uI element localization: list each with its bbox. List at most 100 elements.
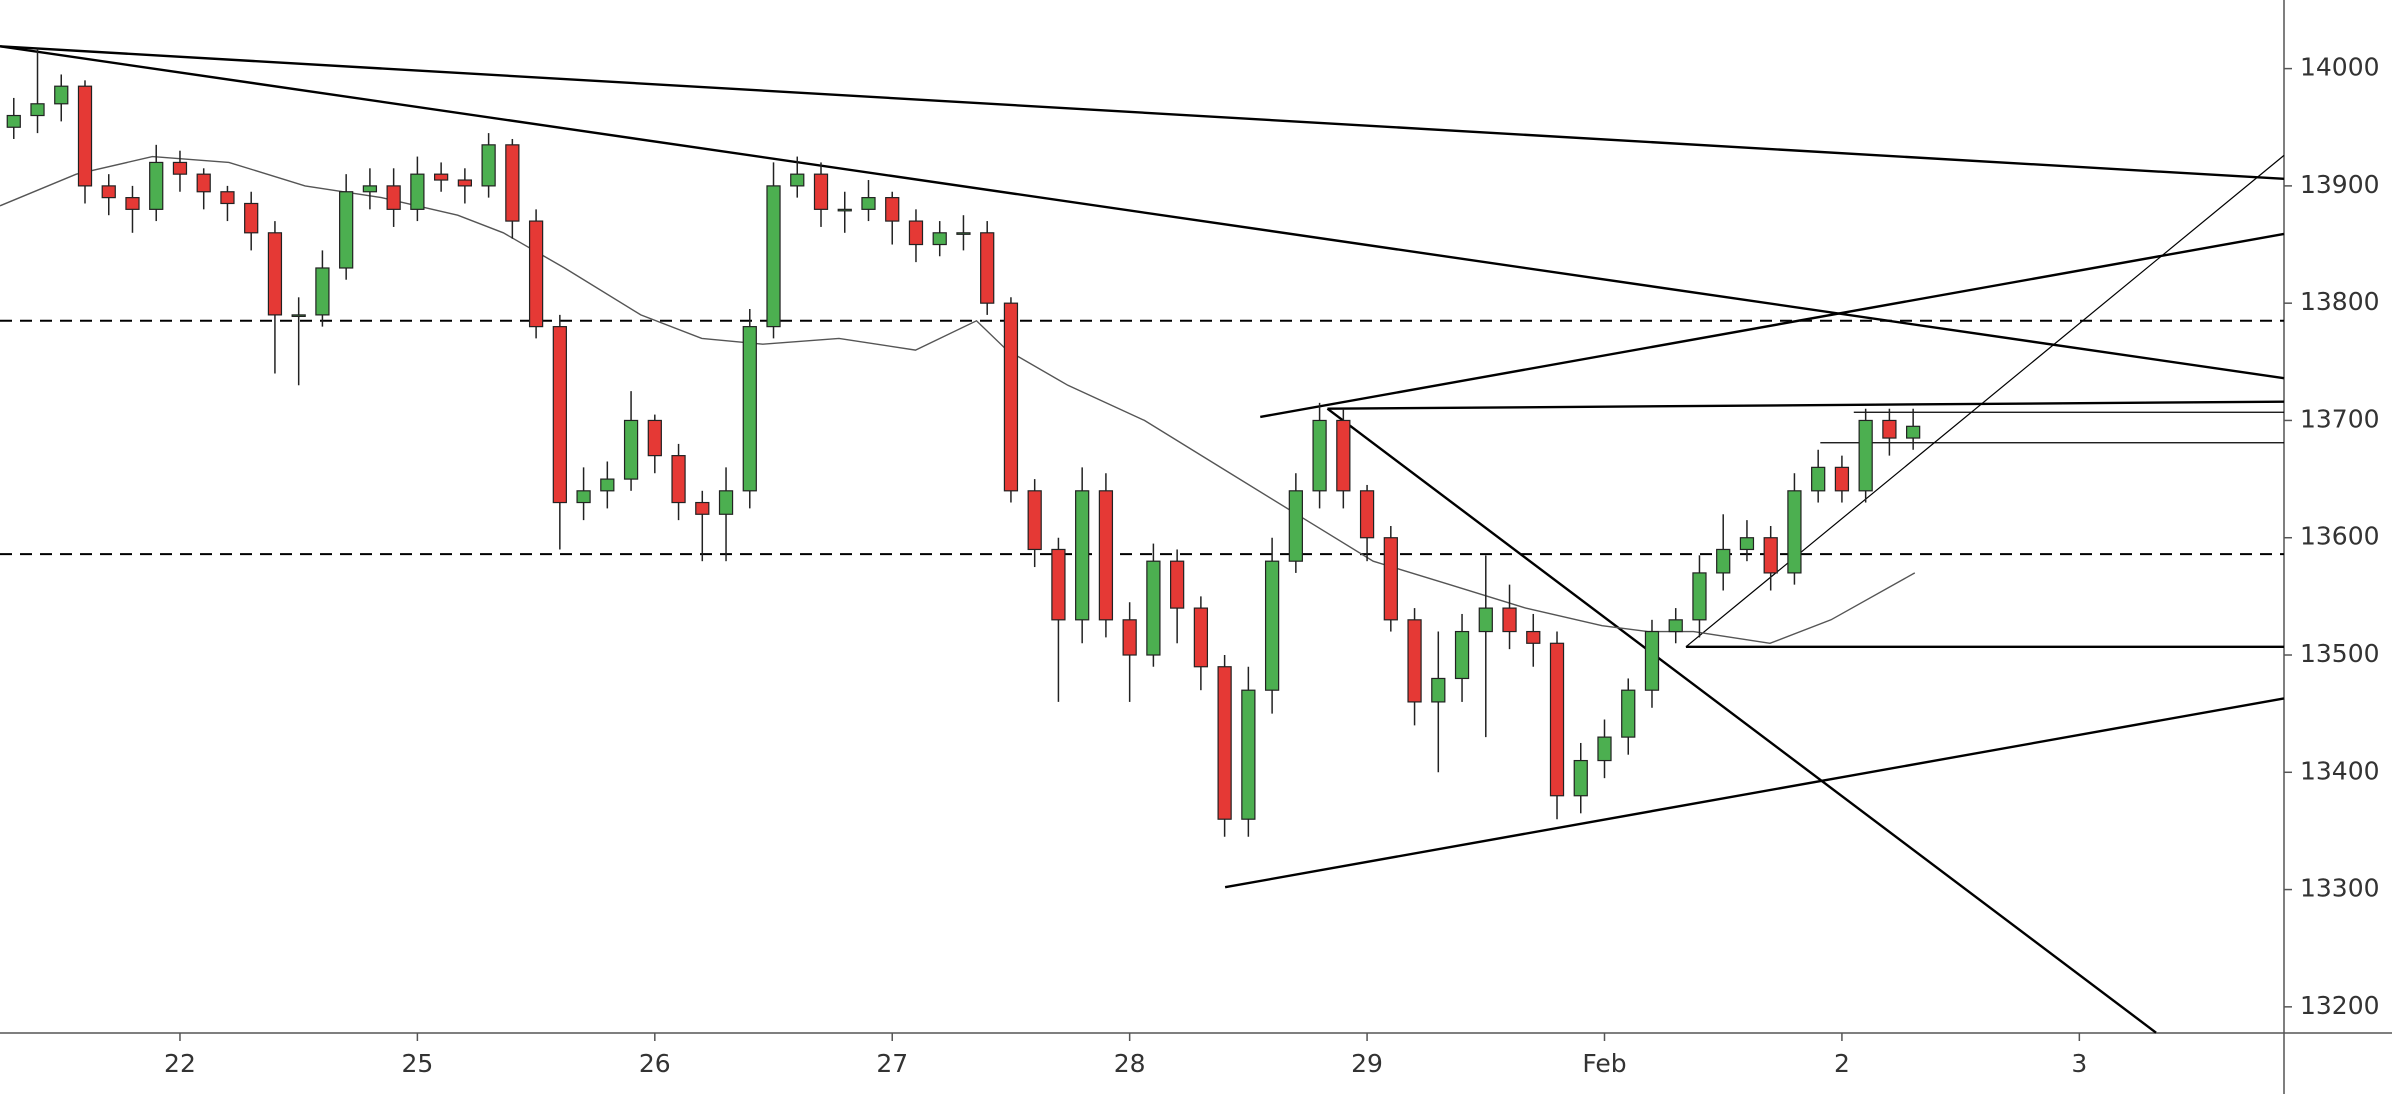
candle-body [1906, 425, 1921, 439]
candle-body [576, 490, 591, 504]
candle-body [77, 85, 93, 187]
candle-body [457, 179, 473, 187]
candle-body [1098, 490, 1114, 621]
candle-body [1431, 677, 1446, 703]
candle-body [861, 197, 876, 210]
candle-body [1336, 419, 1351, 492]
moving-average [0, 155, 1916, 645]
candle-body [980, 232, 995, 304]
candle-body [718, 490, 734, 515]
candle-body [1359, 490, 1375, 539]
trend-line [1260, 232, 2285, 419]
x-tick-label: 27 [876, 1049, 908, 1078]
candle-body [362, 185, 378, 193]
y-tick-label: 13800 [2300, 287, 2380, 316]
candle-body [481, 144, 496, 187]
y-tick-label: 13600 [2300, 522, 2380, 551]
candle-body [1549, 642, 1565, 797]
candle-body [1621, 689, 1636, 738]
candle-body [1573, 759, 1588, 797]
candle-body [1170, 560, 1185, 609]
x-tick-label: 29 [1351, 1049, 1383, 1078]
candle-body [1526, 630, 1541, 644]
candle-body [647, 419, 662, 457]
candle-body [1241, 689, 1256, 820]
candle-body [1003, 302, 1019, 492]
trend-line [1685, 154, 2285, 648]
y-tick-label: 13900 [2300, 170, 2380, 199]
x-tick-label: 25 [401, 1049, 433, 1078]
candle-body [291, 314, 306, 317]
candle-body [1739, 537, 1755, 551]
candle-body [1692, 572, 1707, 621]
candle-body [1502, 607, 1517, 633]
candle-body [1858, 419, 1873, 492]
trend-line [0, 45, 2285, 181]
candle-body [1288, 490, 1303, 562]
candle-body [1122, 619, 1137, 656]
candle-body [600, 478, 615, 492]
trend-line [0, 45, 2285, 380]
candle-body [434, 173, 449, 181]
candle-body [386, 185, 401, 210]
y-tick-label: 14000 [2300, 53, 2380, 82]
candle-body [1383, 537, 1398, 621]
candle-body [1834, 466, 1850, 492]
candle-body [1478, 607, 1493, 633]
candle-body [623, 419, 639, 480]
candle-body [1787, 490, 1802, 574]
trend-line [1327, 400, 2285, 410]
candle-body [1217, 666, 1232, 820]
candle-body [6, 114, 21, 128]
candle-body [1454, 630, 1470, 680]
candle-body [149, 161, 164, 210]
candle-body [30, 103, 45, 117]
candle-body [956, 232, 971, 235]
candle-body [885, 197, 900, 222]
candle-body [505, 144, 520, 222]
candle-body [339, 191, 354, 269]
candle-body [552, 326, 567, 504]
x-tick-label: 28 [1114, 1049, 1146, 1078]
candle-body [1075, 490, 1090, 621]
candle-body [1312, 419, 1327, 492]
candle-body [1146, 560, 1161, 656]
candle-body [766, 185, 781, 328]
y-tick-label: 13300 [2300, 874, 2380, 903]
candle-body [1668, 619, 1683, 633]
candle-body [932, 232, 947, 246]
y-tick-label: 13200 [2300, 991, 2380, 1020]
trend-line [1326, 407, 2157, 1034]
x-tick-label: 2 [1834, 1049, 1850, 1078]
candle-body [172, 161, 188, 175]
candle-body [1763, 537, 1778, 574]
candle-body [1882, 419, 1897, 439]
candle-body [790, 173, 805, 187]
y-tick-label: 13500 [2300, 639, 2380, 668]
trend-line [1224, 697, 2285, 889]
candle-body [267, 232, 283, 316]
plot-area [0, 45, 2285, 1034]
candle-body [1027, 490, 1042, 551]
candle-body [1407, 619, 1422, 703]
candle-body [220, 191, 235, 205]
candle-body [671, 455, 686, 504]
candle-body [1716, 548, 1731, 574]
candle-body [908, 220, 924, 246]
candle-body [813, 173, 829, 210]
candle-body [1264, 560, 1280, 691]
axes: 13200 13300 13400 13500 13600 13700 13800 13900… [164, 53, 2379, 1078]
candle-body [196, 173, 211, 193]
candle-body [125, 197, 140, 210]
candle-body [528, 220, 544, 328]
x-tick-label: 22 [164, 1049, 196, 1078]
candle-body [1597, 736, 1612, 762]
candle-body [837, 208, 852, 212]
x-tick-label: 3 [2071, 1049, 2087, 1078]
x-tick-label: Feb [1582, 1049, 1626, 1078]
candle-body [1644, 630, 1660, 691]
candle-body [695, 501, 710, 515]
y-tick-label: 13700 [2300, 404, 2380, 433]
candle-body [244, 202, 259, 234]
